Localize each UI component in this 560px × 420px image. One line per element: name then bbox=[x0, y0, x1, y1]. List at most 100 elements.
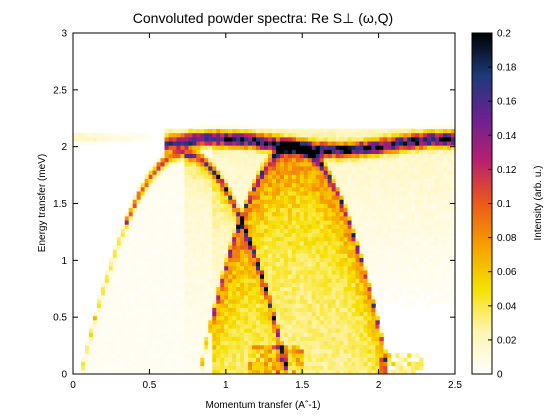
heatmap-cell bbox=[431, 278, 436, 283]
heatmap-cell bbox=[196, 253, 201, 258]
heatmap-cell bbox=[451, 286, 456, 292]
heatmap-cell bbox=[391, 353, 396, 358]
heatmap-cell bbox=[367, 203, 372, 209]
heatmap-cell bbox=[339, 141, 344, 146]
heatmap-cell bbox=[208, 365, 213, 371]
heatmap-cell bbox=[236, 249, 241, 254]
heatmap-cell bbox=[347, 282, 352, 288]
heatmap-cell bbox=[443, 236, 448, 242]
heatmap-cell bbox=[136, 307, 142, 313]
heatmap-cell bbox=[391, 178, 396, 184]
heatmap-cell bbox=[355, 161, 360, 167]
heatmap-cell bbox=[299, 186, 305, 192]
heatmap-cell bbox=[212, 136, 217, 142]
heatmap-cell bbox=[220, 307, 225, 313]
heatmap-cell bbox=[307, 220, 313, 225]
heatmap-cell bbox=[291, 294, 297, 300]
heatmap-cell bbox=[208, 199, 213, 204]
heatmap-cell bbox=[351, 166, 356, 171]
heatmap-cell bbox=[124, 136, 130, 142]
heatmap-cell bbox=[363, 249, 368, 254]
heatmap-cell bbox=[132, 336, 138, 342]
heatmap-cell bbox=[343, 365, 348, 371]
heatmap-cell bbox=[188, 166, 193, 171]
heatmap-cell bbox=[367, 357, 372, 362]
heatmap-cell bbox=[256, 365, 261, 371]
heatmap-cell bbox=[335, 357, 341, 362]
heatmap-cell bbox=[359, 249, 364, 254]
heatmap-cell bbox=[335, 207, 341, 213]
heatmap-cell bbox=[176, 261, 181, 267]
heatmap-cell bbox=[407, 228, 412, 234]
heatmap-cell bbox=[132, 207, 138, 213]
heatmap-cell bbox=[267, 290, 273, 296]
heatmap-cell bbox=[379, 186, 384, 192]
heatmap-cell bbox=[407, 294, 412, 300]
heatmap-cell bbox=[283, 211, 289, 217]
heatmap-cell bbox=[232, 307, 237, 313]
heatmap-cell bbox=[371, 215, 376, 221]
heatmap-cell bbox=[160, 294, 165, 300]
heatmap-cell bbox=[252, 186, 257, 192]
heatmap-cell bbox=[319, 141, 325, 146]
heatmap-cell bbox=[275, 253, 281, 258]
heatmap-cell bbox=[160, 340, 165, 346]
heatmap-cell bbox=[307, 299, 313, 304]
heatmap-cell bbox=[92, 319, 98, 325]
heatmap-cell bbox=[240, 124, 245, 130]
heatmap-cell bbox=[260, 220, 265, 225]
heatmap-cell bbox=[271, 311, 277, 317]
heatmap-cell bbox=[148, 253, 153, 258]
heatmap-cell bbox=[252, 282, 257, 288]
heatmap-cell bbox=[407, 257, 412, 263]
heatmap-cell bbox=[331, 274, 337, 279]
heatmap-cell bbox=[295, 153, 301, 159]
heatmap-cell bbox=[212, 307, 217, 313]
heatmap-cell bbox=[264, 311, 269, 317]
heatmap-cell bbox=[343, 174, 348, 179]
heatmap-cell bbox=[419, 294, 424, 300]
heatmap-cell bbox=[196, 319, 201, 325]
heatmap-cell bbox=[136, 299, 142, 304]
heatmap-cell bbox=[172, 282, 177, 288]
heatmap-cell bbox=[371, 245, 376, 250]
heatmap-cell bbox=[327, 307, 333, 313]
heatmap-cell bbox=[267, 132, 273, 138]
heatmap-cell bbox=[176, 349, 181, 354]
heatmap-cell bbox=[88, 357, 94, 362]
heatmap-cell bbox=[260, 278, 265, 283]
heatmap-cell bbox=[140, 369, 146, 375]
heatmap-cell bbox=[359, 328, 364, 333]
heatmap-cell bbox=[331, 161, 337, 167]
heatmap-cell bbox=[339, 178, 344, 184]
heatmap-cell bbox=[371, 236, 376, 242]
heatmap-cell bbox=[391, 166, 396, 171]
heatmap-cell bbox=[112, 303, 118, 308]
heatmap-cell bbox=[208, 207, 213, 213]
heatmap-cell bbox=[224, 290, 229, 296]
heatmap-cell bbox=[311, 261, 317, 267]
heatmap-cell bbox=[100, 315, 106, 321]
heatmap-cell bbox=[208, 282, 213, 288]
heatmap-cell bbox=[232, 349, 237, 354]
heatmap-cell bbox=[208, 286, 213, 292]
heatmap-cell bbox=[204, 245, 209, 250]
heatmap-cell bbox=[96, 357, 102, 362]
heatmap-cell bbox=[323, 199, 329, 204]
heatmap-cell bbox=[184, 132, 189, 138]
heatmap-cell bbox=[184, 270, 189, 275]
heatmap-cell bbox=[387, 369, 392, 375]
heatmap-cell bbox=[375, 353, 380, 358]
heatmap-cell bbox=[287, 232, 293, 238]
heatmap-cell bbox=[375, 145, 380, 150]
heatmap-cell bbox=[295, 257, 301, 263]
heatmap-cell bbox=[287, 182, 293, 188]
heatmap-cell bbox=[116, 265, 122, 271]
heatmap-cell bbox=[315, 270, 321, 275]
heatmap-cell bbox=[419, 245, 424, 250]
heatmap-cell bbox=[252, 349, 257, 354]
heatmap-cell bbox=[88, 324, 94, 329]
heatmap-cell bbox=[359, 224, 364, 229]
heatmap-cell bbox=[343, 199, 348, 204]
heatmap-cell bbox=[343, 336, 348, 342]
